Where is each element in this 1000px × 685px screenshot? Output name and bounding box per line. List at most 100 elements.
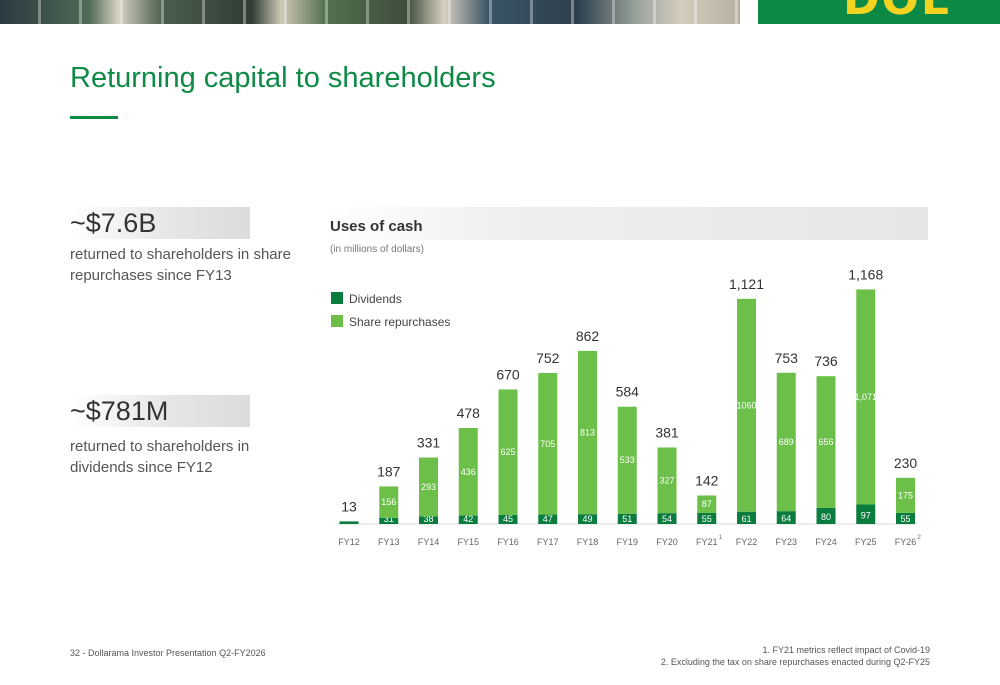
bar-share-repurchases-fy16	[498, 389, 518, 515]
data-label-dividends-fy24: 80	[821, 512, 831, 522]
data-label-share-repurchases-fy14: 293	[421, 482, 436, 492]
total-label-fy25: 1,168	[848, 266, 883, 282]
bar-dividends-fy16	[498, 514, 518, 524]
bar-share-repurchases-fy20	[657, 447, 677, 514]
data-label-share-repurchases-fy20: 327	[659, 475, 674, 485]
total-label-fy18: 862	[576, 328, 600, 344]
total-label-fy26: 230	[894, 455, 918, 471]
total-label-fy22: 1,121	[729, 276, 764, 292]
bar-share-repurchases-fy15	[458, 428, 478, 516]
data-label-share-repurchases-fy24: 656	[818, 437, 833, 447]
total-label-fy20: 381	[655, 424, 679, 440]
bar-share-repurchases-fy24	[816, 376, 836, 508]
data-label-dividends-fy19: 51	[622, 514, 632, 524]
legend-label-dividends: Dividends	[349, 292, 402, 306]
data-label-dividends-fy20: 54	[662, 514, 672, 524]
data-label-share-repurchases-fy19: 533	[620, 455, 635, 465]
data-label-dividends-fy17: 47	[543, 514, 553, 524]
bar-dividends-fy24	[816, 507, 836, 524]
total-label-fy16: 670	[496, 366, 520, 382]
category-label-fy13: FY13	[378, 537, 400, 547]
legend-swatch-dividends	[331, 292, 343, 304]
category-label-fy20: FY20	[656, 537, 678, 547]
legend-share-repurchases: Share repurchases	[331, 315, 450, 329]
data-label-share-repurchases-fy26: 175	[898, 490, 913, 500]
highlight-desc-dividends: returned to shareholders in dividends si…	[70, 438, 250, 476]
total-label-fy24: 736	[814, 353, 838, 369]
data-label-share-repurchases-fy16: 625	[500, 447, 515, 457]
data-label-share-repurchases-fy15: 436	[461, 467, 476, 477]
bar-share-repurchases-fy22	[737, 298, 756, 512]
data-label-dividends-fy13: 31	[384, 514, 394, 524]
category-label-fy21: FY21	[696, 537, 718, 547]
category-label-fy14: FY14	[418, 537, 440, 547]
data-label-share-repurchases-fy18: 813	[580, 428, 595, 438]
data-label-dividends-fy14: 38	[423, 514, 433, 524]
bar-dividends-fy26	[896, 512, 915, 524]
bar-dividends-fy12	[339, 521, 359, 524]
bar-share-repurchases-fy13	[379, 486, 399, 518]
category-label-fy18: FY18	[577, 537, 599, 547]
total-label-fy17: 752	[536, 350, 560, 366]
category-footnote-mark-fy21: 1	[719, 535, 723, 541]
highlight-value-dividends: ~$781M	[70, 396, 169, 426]
bar-share-repurchases-fy25	[856, 289, 876, 505]
total-label-fy19: 584	[616, 384, 640, 400]
footnotes: 1. FY21 metrics reflect impact of Covid-…	[661, 644, 930, 668]
highlight-desc-repurchases: returned to shareholders in share repurc…	[70, 246, 291, 284]
bar-share-repurchases-fy23	[776, 372, 796, 512]
category-label-fy19: FY19	[616, 537, 638, 547]
highlight-bar-dividends	[70, 395, 250, 427]
category-label-fy12: FY12	[338, 537, 360, 547]
bar-dividends-fy22	[737, 511, 756, 524]
total-label-fy23: 753	[775, 350, 799, 366]
category-label-fy16: FY16	[497, 537, 519, 547]
bar-dividends-fy15	[458, 515, 478, 524]
footnote-1: 1. FY21 metrics reflect impact of Covid-…	[762, 645, 930, 655]
bar-dividends-fy25	[856, 504, 876, 524]
bar-dividends-fy17	[538, 514, 558, 524]
bar-share-repurchases-fy19	[617, 406, 637, 514]
bar-dividends-fy13	[379, 517, 399, 524]
total-label-fy14: 331	[417, 435, 441, 451]
data-label-dividends-fy25: 97	[861, 510, 871, 520]
legend-label-share-repurchases: Share repurchases	[349, 315, 451, 329]
data-label-share-repurchases-fy21: 87	[702, 499, 712, 509]
category-label-fy24: FY24	[815, 537, 837, 547]
data-label-dividends-fy21: 55	[702, 514, 712, 524]
total-label-fy15: 478	[457, 405, 481, 421]
bar-share-repurchases-fy26	[896, 477, 915, 513]
bar-share-repurchases-fy18	[578, 350, 597, 515]
bar-dividends-fy20	[657, 513, 677, 524]
data-label-dividends-fy22: 61	[741, 514, 751, 524]
data-label-share-repurchases-fy17: 705	[540, 439, 555, 449]
data-label-dividends-fy16: 45	[503, 514, 513, 524]
category-label-fy25: FY25	[855, 537, 877, 547]
bar-dividends-fy19	[617, 513, 637, 524]
page-title: Returning capital to shareholders	[70, 62, 496, 94]
category-label-fy17: FY17	[537, 537, 559, 547]
total-label-fy21: 142	[695, 472, 719, 488]
brand-logo: DOL	[758, 0, 1000, 24]
legend-swatch-share-repurchases	[331, 315, 343, 327]
bar-dividends-fy23	[776, 511, 796, 524]
header-banner: DOL	[0, 0, 1000, 24]
category-label-fy26: FY26	[895, 537, 917, 547]
data-label-share-repurchases-fy22: 1060	[736, 400, 756, 410]
footer-page-label: 32 - Dollarama Investor Presentation Q2-…	[70, 648, 266, 658]
data-label-dividends-fy23: 64	[781, 514, 791, 524]
data-label-dividends-fy26: 55	[900, 514, 910, 524]
data-label-share-repurchases-fy13: 156	[381, 497, 396, 507]
bar-dividends-fy18	[578, 514, 597, 524]
category-label-fy23: FY23	[775, 537, 797, 547]
highlight-value-repurchases: ~$7.6B	[70, 208, 157, 238]
title-underline	[70, 116, 118, 119]
data-label-share-repurchases-fy23: 689	[779, 437, 794, 447]
data-label-dividends-fy18: 49	[582, 514, 592, 524]
footnote-2: 2. Excluding the tax on share repurchase…	[660, 657, 930, 667]
category-label-fy15: FY15	[457, 537, 479, 547]
bar-dividends-fy14	[419, 516, 438, 524]
highlight-bar-repurchases	[70, 207, 250, 239]
category-footnote-mark-fy26: 2	[918, 535, 922, 541]
